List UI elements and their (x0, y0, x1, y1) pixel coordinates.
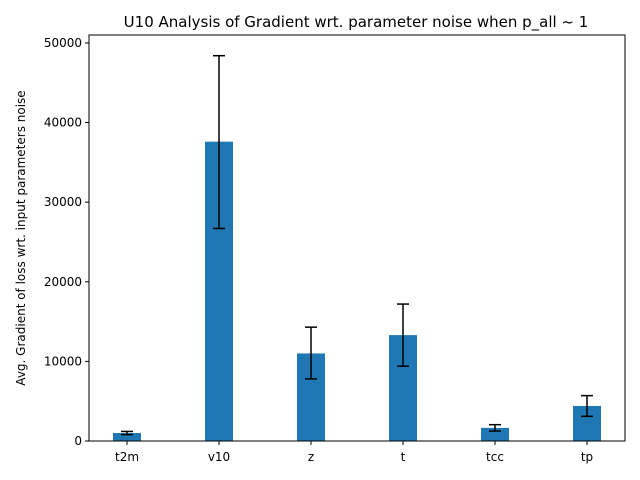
x-tick-label-t: t (401, 450, 406, 464)
y-tick-label-10000: 10000 (44, 354, 82, 368)
bar-t2m (113, 433, 141, 441)
x-tick-label-tcc: tcc (486, 450, 504, 464)
x-tick-label-t2m: t2m (115, 450, 139, 464)
y-axis-label: Avg. Gradient of loss wrt. input paramet… (14, 90, 28, 385)
axes-frame (88, 34, 626, 442)
x-tick-label-z: z (308, 450, 314, 464)
bar-tcc (481, 427, 509, 441)
y-tick-label-0: 0 (74, 434, 82, 448)
x-tick-label-v10: v10 (208, 450, 230, 464)
x-tick-label-tp: tp (581, 450, 593, 464)
y-tick-label-50000: 50000 (44, 36, 82, 50)
y-tick-label-40000: 40000 (44, 116, 82, 130)
y-tick-label-30000: 30000 (44, 195, 82, 209)
y-tick-label-20000: 20000 (44, 275, 82, 289)
chart-title: U10 Analysis of Gradient wrt. parameter … (124, 13, 589, 32)
plot-area: t2m v10 z t tcc tp 0 10000 20000 30000 40000 50000 (44, 34, 626, 464)
